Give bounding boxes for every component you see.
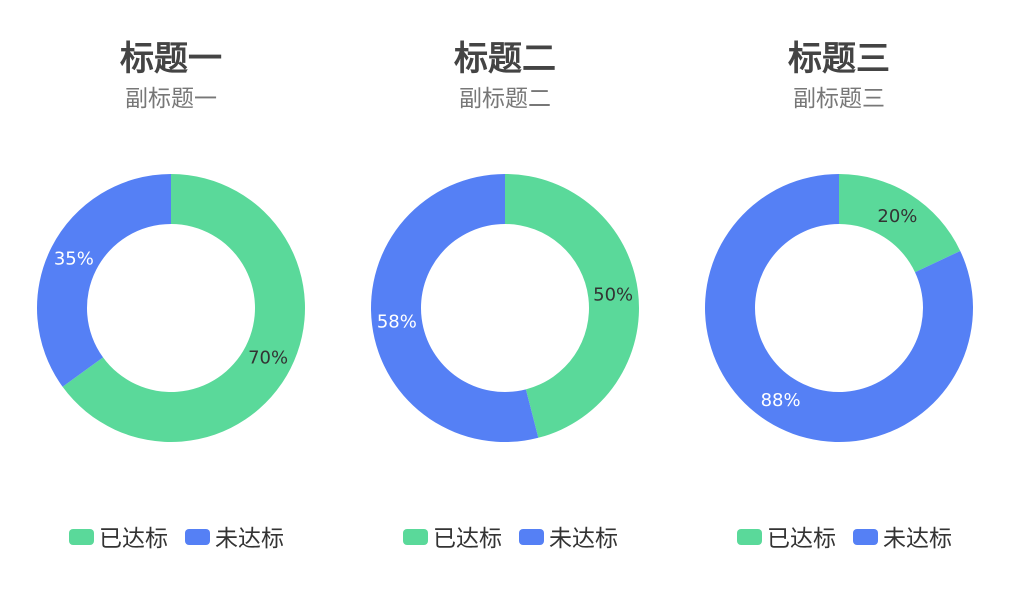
chart-subtitle: 副标题三 [793, 86, 885, 112]
legend-label[interactable]: 未达标 [549, 526, 618, 552]
slice-data-label: 20% [877, 206, 917, 227]
legend-label[interactable]: 已达标 [767, 526, 836, 552]
chart-subtitle: 副标题一 [125, 86, 217, 112]
donut-slice-achieved[interactable] [505, 174, 639, 438]
slice-data-label: 70% [248, 347, 288, 368]
chart-legend: 已达标 未达标 [737, 526, 952, 552]
chart-legend: 已达标 未达标 [403, 526, 618, 552]
legend-swatch[interactable] [519, 529, 544, 545]
legend-label[interactable]: 未达标 [215, 526, 284, 552]
chart-title: 标题三 [788, 39, 890, 79]
legend-label[interactable]: 已达标 [99, 526, 168, 552]
slice-data-label: 58% [377, 312, 417, 333]
donut-slice-not-achieved[interactable] [705, 174, 973, 443]
donut-slice-not-achieved[interactable] [37, 174, 171, 387]
legend-label[interactable]: 未达标 [883, 526, 952, 552]
legend-swatch[interactable] [69, 529, 94, 545]
chart-subtitle: 副标题二 [459, 86, 551, 112]
slice-data-label: 88% [761, 390, 801, 411]
legend-swatch[interactable] [403, 529, 428, 545]
donut-slice-achieved[interactable] [62, 174, 306, 443]
legend-swatch[interactable] [853, 529, 878, 545]
chart-title: 标题二 [454, 39, 556, 79]
legend-swatch[interactable] [737, 529, 762, 545]
slice-data-label: 50% [593, 284, 633, 305]
legend-swatch[interactable] [185, 529, 210, 545]
chart-title: 标题一 [120, 39, 222, 79]
donut-slice-achieved[interactable] [839, 174, 961, 273]
slice-data-label: 35% [54, 249, 94, 270]
donut-slice-not-achieved[interactable] [371, 174, 539, 442]
legend-label[interactable]: 已达标 [433, 526, 502, 552]
chart-legend: 已达标 未达标 [69, 526, 284, 552]
